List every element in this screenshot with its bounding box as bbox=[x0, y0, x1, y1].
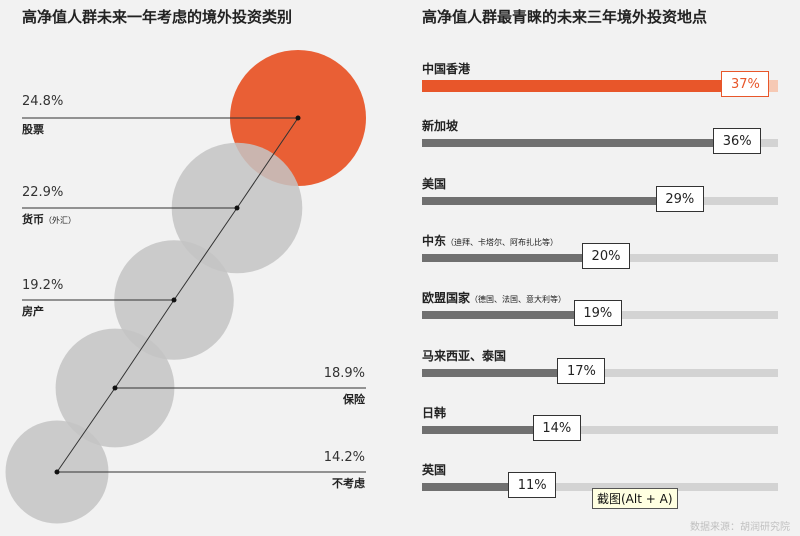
bar-value-label-5: 17% bbox=[557, 358, 606, 384]
bar-value-label-0: 37% bbox=[721, 71, 770, 97]
bar-fill-3 bbox=[422, 254, 586, 262]
destination-label-4: 欧盟国家（德国、法国、意大利等） bbox=[422, 291, 567, 305]
bar-fill-5 bbox=[422, 369, 562, 377]
value-label-3: 18.9% bbox=[324, 366, 365, 381]
destination-row-4: 欧盟国家（德国、法国、意大利等） 19% bbox=[422, 289, 780, 329]
bar-track-2 bbox=[422, 197, 778, 205]
category-label-0: 股票 bbox=[22, 123, 44, 136]
bubble-center-dot-2 bbox=[171, 297, 177, 303]
bar-value-label-4: 19% bbox=[573, 300, 622, 326]
bubble-center-dot-3 bbox=[112, 385, 118, 391]
destination-label-1: 新加坡 bbox=[422, 119, 459, 133]
bar-value-label-7: 11% bbox=[508, 472, 557, 498]
destination-row-1: 新加坡 36% bbox=[422, 117, 780, 157]
destination-label-0: 中国香港 bbox=[422, 62, 471, 76]
bar-track-7 bbox=[422, 483, 778, 491]
left-chart-title: 高净值人群未来一年考虑的境外投资类别 bbox=[22, 8, 293, 26]
category-label-4: 不考虑 bbox=[332, 476, 365, 490]
category-note-1: （外汇） bbox=[44, 215, 76, 225]
value-label-2: 19.2% bbox=[22, 278, 63, 293]
destination-row-5: 马来西亚、泰国 17% bbox=[422, 347, 780, 387]
value-label-4: 14.2% bbox=[324, 450, 365, 465]
bar-fill-6 bbox=[422, 426, 537, 434]
bar-fill-4 bbox=[422, 311, 578, 319]
destination-row-3: 中东（迪拜、卡塔尔、阿布扎比等） 20% bbox=[422, 232, 780, 272]
value-label-1: 22.9% bbox=[22, 185, 63, 200]
bar-fill-7 bbox=[422, 483, 513, 491]
category-label-2: 房产 bbox=[22, 304, 44, 318]
bar-track-1 bbox=[422, 139, 778, 147]
data-source-note: 数据来源：胡润研究院 bbox=[690, 522, 790, 533]
destination-label-3: 中东（迪拜、卡塔尔、阿布扎比等） bbox=[422, 234, 559, 248]
destination-row-0: 中国香港 37% bbox=[422, 60, 780, 100]
right-chart-title: 高净值人群最青睐的未来三年境外投资地点 bbox=[422, 8, 708, 26]
bubble-center-dot-4 bbox=[54, 469, 60, 475]
screenshot-tooltip: 截图(Alt + A) bbox=[592, 488, 678, 509]
bar-value-label-3: 20% bbox=[582, 243, 630, 269]
destination-label-2: 美国 bbox=[422, 177, 447, 191]
investment-category-bubble-chart: 24.8% 股票 22.9% 货币（外汇） 19.2% 房产 18.9% 保险 14.2% 不考虑 bbox=[5, 50, 366, 524]
category-label-1: 货币（外汇） bbox=[21, 212, 76, 226]
bar-track-6 bbox=[422, 426, 778, 434]
destination-note-4: （德国、法国、意大利等） bbox=[470, 295, 567, 304]
value-label-0: 24.8% bbox=[22, 94, 63, 109]
bar-fill-1 bbox=[422, 139, 718, 147]
bar-fill-2 bbox=[422, 197, 660, 205]
destination-note-3: （迪拜、卡塔尔、阿布扎比等） bbox=[446, 238, 559, 247]
bar-value-label-2: 29% bbox=[655, 186, 704, 212]
destination-row-7: 英国 11% bbox=[422, 461, 780, 501]
destination-row-2: 美国 29% bbox=[422, 175, 780, 215]
bar-value-label-1: 36% bbox=[713, 128, 762, 154]
bar-value-label-6: 14% bbox=[532, 415, 581, 441]
bar-track-0 bbox=[422, 80, 778, 92]
destination-label-5: 马来西亚、泰国 bbox=[422, 349, 507, 363]
bubble-center-dot-1 bbox=[234, 205, 240, 211]
bubble-connector-line bbox=[56, 117, 299, 473]
bar-fill-0 bbox=[422, 80, 726, 92]
category-label-3: 保险 bbox=[342, 392, 366, 406]
destination-row-6: 日韩 14% bbox=[422, 404, 780, 444]
destination-label-7: 英国 bbox=[422, 463, 447, 477]
bubble-center-dot-0 bbox=[295, 115, 301, 121]
investment-destination-bar-chart: 中国香港 37% 新加坡 36% 美国 29% 中东（迪拜、卡塔尔、阿布扎比等） 20% 欧盟国… bbox=[422, 0, 800, 536]
destination-label-6: 日韩 bbox=[422, 406, 447, 420]
